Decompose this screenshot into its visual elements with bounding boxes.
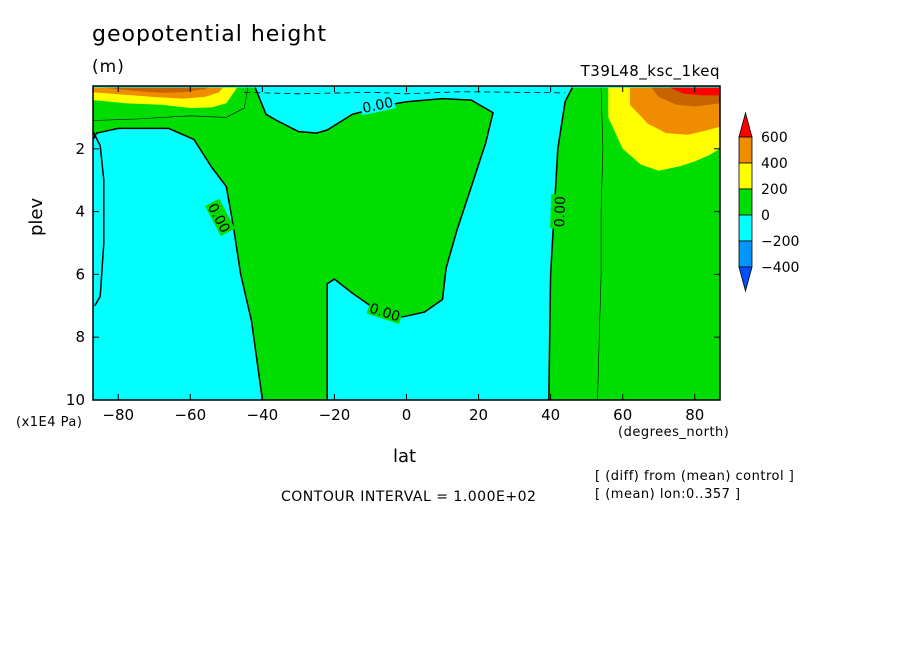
x-tick-label: −80 [102, 406, 134, 424]
contour-label-text: 0.00 [552, 196, 569, 228]
x-axis-units: (degrees_north) [618, 425, 730, 440]
y-tick-label: 8 [75, 328, 85, 346]
chart-title: geopotential height [92, 22, 327, 47]
contour-label-0: 0.00 [359, 92, 396, 117]
contour-label-bg [550, 194, 568, 229]
x-tick-label: −20 [319, 406, 351, 424]
y-tick-label: 2 [75, 140, 85, 158]
color-legend: 600 400 200 0 −200 −400 [738, 111, 799, 293]
x-tick-label: 60 [613, 406, 632, 424]
contour-label-bg [204, 198, 236, 237]
y-tick-label: 6 [75, 265, 85, 283]
x-tick-label: 20 [469, 406, 488, 424]
zero-contour-4 [92, 127, 195, 141]
legend-swatch-5 [738, 240, 753, 268]
legend-swatch-2 [738, 162, 753, 190]
legend-swatch-4 [738, 214, 753, 242]
legend-bottom-arrow [738, 266, 753, 293]
y-tick-label: 10 [66, 391, 85, 409]
y-axis-label: plev [26, 197, 47, 236]
legend-label: 0 [761, 208, 770, 224]
chart-units: (m) [92, 57, 125, 77]
y-tick-label: 4 [75, 203, 85, 221]
legend-label: 200 [761, 182, 788, 198]
legend-label: 400 [761, 156, 788, 172]
diff-note: [ (diff) from (mean) control ] [595, 469, 795, 484]
zero-contour-3 [548, 87, 573, 401]
x-tick-label: −40 [247, 406, 279, 424]
legend-top-arrow [738, 111, 753, 138]
x-tick-label: 0 [402, 406, 412, 424]
y-axis-ticks: 2 4 6 8 10 [66, 140, 720, 409]
thin-contour-1 [92, 87, 249, 121]
x-axis-label: lat [393, 446, 417, 467]
contour-label-text: 0.00 [361, 95, 395, 117]
region-600-to-800-4 [103, 87, 209, 93]
legend-label: −400 [761, 260, 799, 276]
contour-label-bg [359, 92, 396, 116]
legend-label: 600 [761, 130, 788, 146]
dataset-label: T39L48_ksc_1keq [580, 62, 720, 80]
zero-contour-0 [92, 131, 105, 307]
x-tick-label: 40 [541, 406, 560, 424]
mean-note: [ (mean) lon:0..357 ] [595, 487, 741, 502]
y-axis-units: (x1E4 Pa) [16, 415, 83, 430]
thin-contour-0 [597, 87, 604, 401]
contour-label-3: 0.00 [550, 194, 569, 229]
legend-label: −200 [761, 234, 799, 250]
contour-interval-label: CONTOUR INTERVAL = 1.000E+02 [281, 489, 537, 505]
legend-swatch-1 [738, 136, 753, 164]
contour-fills [93, 86, 720, 400]
legend-swatch-3 [738, 188, 753, 216]
x-tick-label: 80 [685, 406, 704, 424]
dashed-contour-0 [244, 91, 566, 95]
x-axis-ticks: −80 −60 −40 −20 0 20 40 60 80 [102, 86, 704, 424]
contour-label-bg [366, 298, 404, 324]
region-zero-to-200-0 [93, 87, 493, 400]
x-tick-label: −60 [174, 406, 206, 424]
